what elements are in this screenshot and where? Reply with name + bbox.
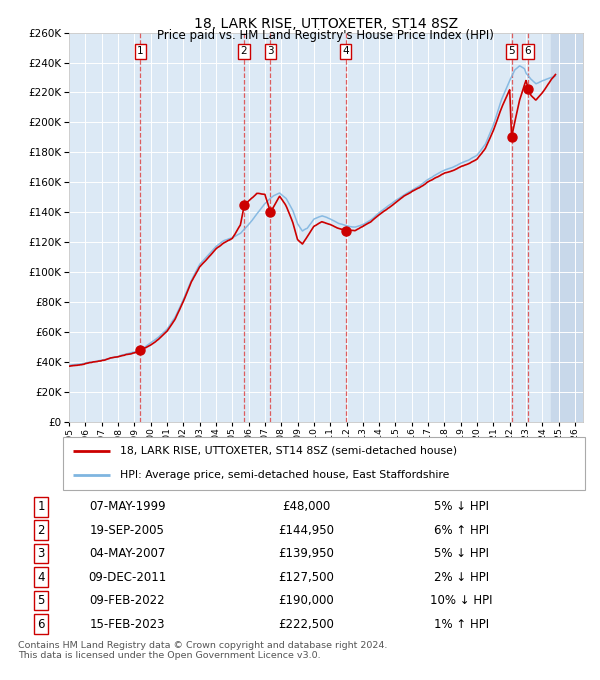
Text: 2: 2 [241,46,247,56]
FancyBboxPatch shape [63,437,585,490]
Text: 18, LARK RISE, UTTOXETER, ST14 8SZ (semi-detached house): 18, LARK RISE, UTTOXETER, ST14 8SZ (semi… [121,446,458,456]
Text: 1: 1 [37,500,45,513]
Text: 4: 4 [342,46,349,56]
Text: £48,000: £48,000 [282,500,330,513]
Text: 2% ↓ HPI: 2% ↓ HPI [434,571,489,583]
Text: 3: 3 [267,46,274,56]
Text: 3: 3 [37,547,45,560]
Text: 2: 2 [37,524,45,537]
Text: £144,950: £144,950 [278,524,334,537]
Text: Price paid vs. HM Land Registry's House Price Index (HPI): Price paid vs. HM Land Registry's House … [157,29,494,41]
Text: HPI: Average price, semi-detached house, East Staffordshire: HPI: Average price, semi-detached house,… [121,471,450,480]
Text: Contains HM Land Registry data © Crown copyright and database right 2024.
This d: Contains HM Land Registry data © Crown c… [18,641,388,660]
Text: 6: 6 [37,617,45,630]
Text: 19-SEP-2005: 19-SEP-2005 [90,524,165,537]
Text: £139,950: £139,950 [278,547,334,560]
Text: 6: 6 [525,46,532,56]
Text: 5% ↓ HPI: 5% ↓ HPI [434,500,489,513]
Text: 09-FEB-2022: 09-FEB-2022 [89,594,165,607]
Text: 6% ↑ HPI: 6% ↑ HPI [434,524,489,537]
Text: £190,000: £190,000 [278,594,334,607]
Text: £127,500: £127,500 [278,571,334,583]
Text: 15-FEB-2023: 15-FEB-2023 [89,617,165,630]
Text: 1% ↑ HPI: 1% ↑ HPI [434,617,489,630]
Text: £222,500: £222,500 [278,617,334,630]
Text: 10% ↓ HPI: 10% ↓ HPI [430,594,493,607]
Text: 07-MAY-1999: 07-MAY-1999 [89,500,166,513]
Text: 1: 1 [137,46,143,56]
Text: 5: 5 [508,46,515,56]
Text: 04-MAY-2007: 04-MAY-2007 [89,547,166,560]
Text: 4: 4 [37,571,45,583]
Text: 18, LARK RISE, UTTOXETER, ST14 8SZ: 18, LARK RISE, UTTOXETER, ST14 8SZ [194,17,458,31]
Text: 5% ↓ HPI: 5% ↓ HPI [434,547,489,560]
Text: 5: 5 [37,594,45,607]
Text: 09-DEC-2011: 09-DEC-2011 [88,571,167,583]
Bar [551,33,583,422]
Bar [551,33,583,422]
